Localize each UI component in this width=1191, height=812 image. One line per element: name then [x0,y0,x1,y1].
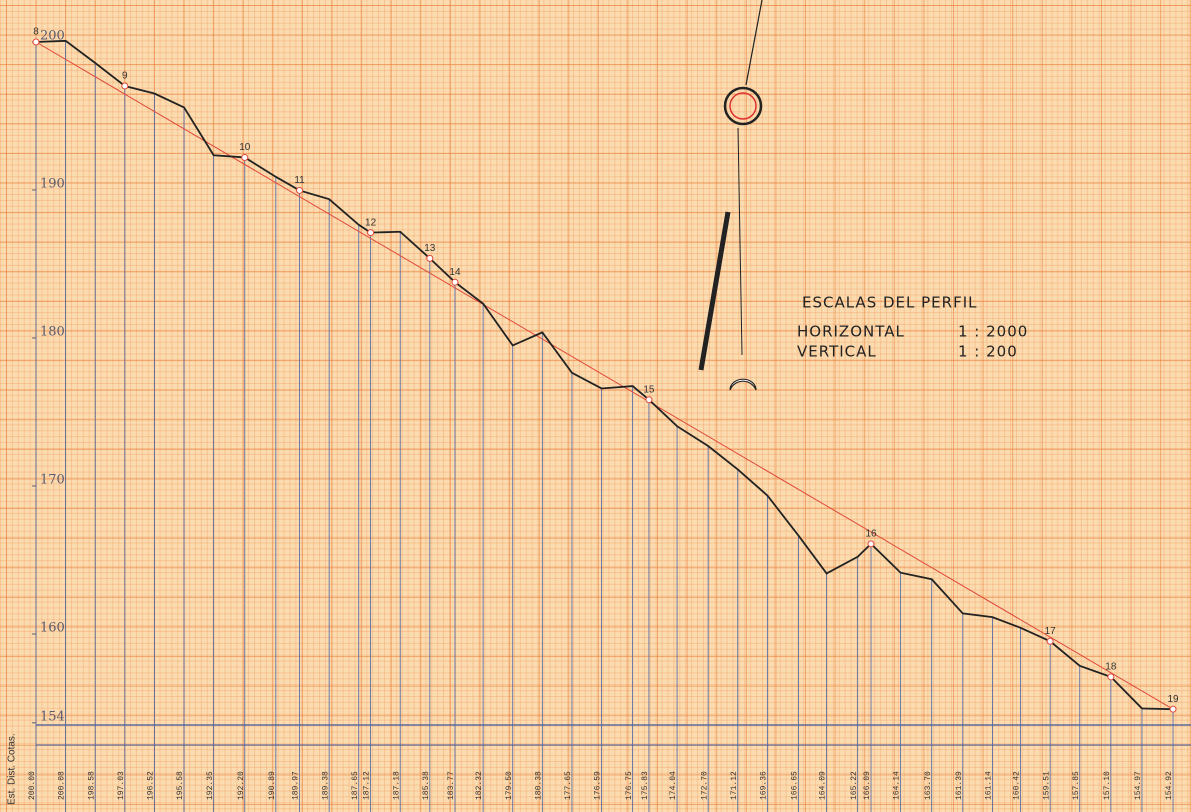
y-tick-label: 160 [40,621,65,636]
cota-label: 163.70 [924,771,933,800]
station-label: 14 [449,267,461,278]
station-point [1047,638,1053,644]
scale-value: 1 : 200 [958,343,1018,361]
cota-label: 195.58 [176,771,185,800]
cota-label: 166.65 [791,771,800,800]
station-point [242,154,248,160]
y-tick-label: 170 [40,473,65,488]
cota-label: 157.85 [1072,771,1081,800]
station-label: 16 [865,529,877,540]
cota-label: 183.77 [447,771,456,800]
cota-label: 157.10 [1103,771,1112,800]
cota-label: 172.70 [700,771,709,800]
station-point [1108,674,1114,680]
cota-label: 159.51 [1042,771,1051,800]
station-label: 17 [1045,626,1057,637]
station-point [33,39,39,45]
cota-label: 174.04 [669,771,678,800]
scales-title: ESCALAS DEL PERFIL [802,294,978,312]
cota-label: 187.18 [392,771,401,800]
cota-label: 187.12 [363,771,372,800]
station-label: 8 [33,27,39,38]
cota-label: 164.09 [819,771,828,800]
station-label: 9 [122,71,128,82]
cota-label: 164.14 [893,771,902,800]
cota-label: 189.97 [292,771,301,800]
station-point [1170,706,1176,712]
station-point [427,255,433,261]
scale-value: 1 : 2000 [958,323,1028,341]
cota-label: 196.52 [147,771,156,800]
station-point [868,541,874,547]
station-point [646,397,652,403]
cota-label: 176.59 [594,771,603,800]
cota-label: 161.14 [985,771,994,800]
cota-label: 197.03 [117,771,126,800]
compass [701,0,762,390]
cota-label: 185.38 [422,771,431,800]
cota-label: 171.12 [730,771,739,800]
cota-label: 182.32 [475,771,484,800]
cota-label: 189.38 [321,771,330,800]
scale-label: HORIZONTAL [797,323,905,341]
cota-label: 175.83 [641,771,650,800]
station-label: 18 [1105,662,1117,673]
cota-label: 180.38 [534,771,543,800]
y-tick-label: 180 [40,325,65,340]
cota-label: 200.08 [58,771,67,800]
table-header: Est. Dist. Cotas. [7,733,18,805]
station-label: 11 [294,175,305,186]
cota-label: 192.20 [237,771,246,800]
station-label: 19 [1167,694,1179,705]
cota-label: 154.92 [1165,771,1174,800]
cota-label: 192.35 [206,771,215,800]
cota-label: 154.97 [1134,771,1143,800]
scale-label: VERTICAL [797,343,877,361]
station-point [122,83,128,89]
chart: ESCALAS DEL PERFIL HORIZONTAL 1 : 2000 V… [0,0,1191,812]
cota-label: 169.36 [759,771,768,800]
cota-label: 190.89 [268,771,277,800]
station-point [297,187,303,193]
cota-label: 176.75 [625,771,634,800]
cota-label: 198.58 [87,771,96,800]
station-point [368,230,374,236]
station-label: 12 [365,217,377,228]
cota-label: 187.65 [351,771,360,800]
cota-label: 165.22 [850,771,859,800]
y-tick-label: 190 [40,177,65,192]
graph-paper: ESCALAS DEL PERFIL HORIZONTAL 1 : 2000 V… [0,0,1191,812]
cota-label: 160.42 [1013,771,1022,800]
station-label: 10 [239,142,251,153]
station-label: 15 [643,384,655,395]
cota-label: 200.00 [28,771,37,800]
cota-label: 177.65 [564,771,573,800]
y-tick-label: 154 [40,709,65,724]
cota-label: 166.09 [863,771,872,800]
cota-label: 161.39 [955,771,964,800]
cota-label: 179.50 [505,771,514,800]
station-point [452,279,458,285]
station-label: 13 [424,243,436,254]
